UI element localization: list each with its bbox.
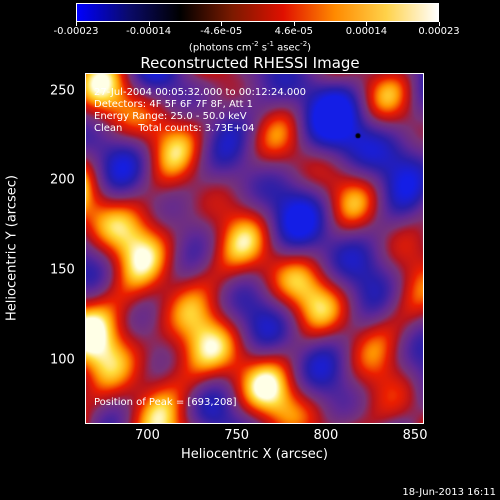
colorbar-tick-label: 0.00014 (345, 26, 388, 37)
info-line-clean: Clean Total counts: 3.73E+04 (94, 123, 255, 134)
colorbar (76, 3, 439, 22)
colorbar-tick (221, 22, 223, 26)
x-tick-label: 800 (313, 428, 339, 443)
colorbar-tick-label: -0.00023 (53, 26, 99, 37)
info-line-energy: Energy Range: 25.0 - 50.0 keV (94, 111, 247, 122)
heatmap-image (85, 73, 424, 424)
info-line-detectors: Detectors: 4F 5F 6F 7F 8F, Att 1 (94, 99, 254, 110)
colorbar-tick (76, 22, 77, 26)
peak-position-label: Position of Peak = [693,208] (94, 397, 237, 408)
colorbar-tick-label: -4.6e-05 (200, 26, 243, 37)
x-tick-label: 700 (135, 428, 160, 443)
colorbar-tick (366, 22, 368, 26)
info-line-date: 27-Jul-2004 00:05:32.000 to 00:12:24.000 (94, 87, 306, 98)
x-tick-label: 850 (402, 428, 428, 443)
colorbar-tick-label: 0.00023 (418, 26, 460, 37)
colorbar-units: (photons cm-2 s-1 asec-2) (188, 40, 312, 54)
footer-timestamp: 18-Jun-2013 16:11 (402, 487, 496, 498)
y-tick-label: 250 (50, 83, 75, 99)
colorbar-tick-label: 4.6e-05 (274, 26, 313, 37)
colorbar-tick (148, 22, 150, 26)
y-axis-label: Heliocentric Y (arcsec) (4, 175, 20, 321)
colorbar-tick (293, 22, 295, 26)
y-tick-label: 200 (50, 172, 75, 188)
x-axis-label: Heliocentric X (arcsec) (181, 447, 328, 462)
y-tick-label: 100 (50, 352, 75, 368)
chart-title: Reconstructed RHESSI Image (140, 54, 360, 72)
x-tick-label: 750 (224, 428, 250, 443)
colorbar-tick (439, 22, 440, 26)
colorbar-tick-label: -0.00014 (126, 26, 172, 37)
y-tick-label: 150 (50, 262, 75, 278)
